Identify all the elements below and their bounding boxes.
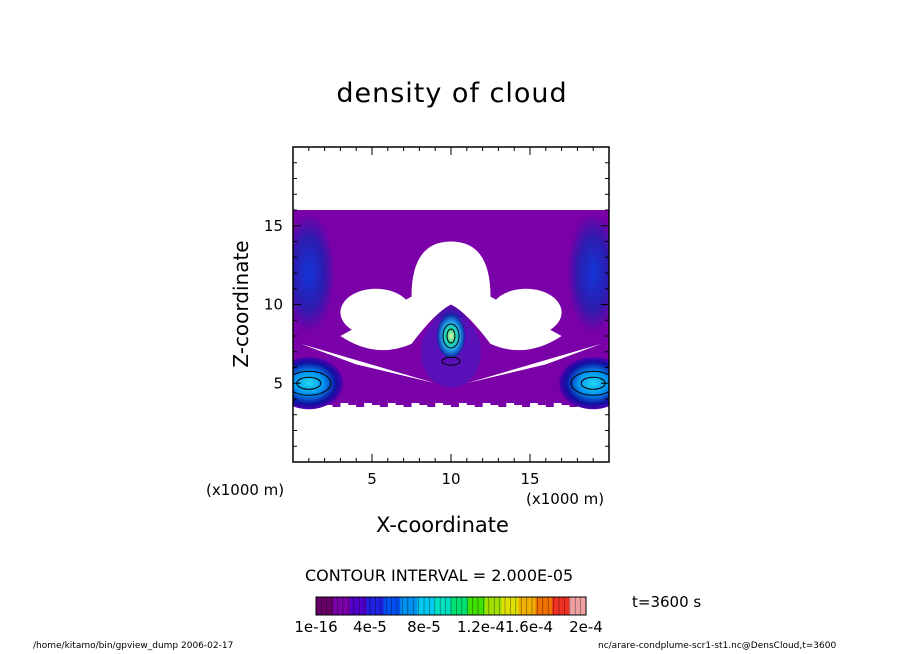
cloud-edge-cell [514, 397, 523, 405]
colorbar-swatch [451, 597, 469, 615]
time-label: t=3600 s [632, 593, 702, 611]
density-maximum [559, 357, 609, 410]
axis-ticks: 5 10 15 5 10 15 [264, 146, 610, 488]
colorbar-tick-label: 1e-16 [294, 618, 337, 636]
cloud-edge-cell [427, 397, 436, 407]
y-tick-label: 10 [264, 296, 283, 314]
contour-line [293, 370, 332, 396]
cloud-edge-cell [466, 397, 475, 405]
cloud-edge-cell [387, 397, 396, 403]
colorbar-swatch [518, 597, 536, 615]
colorbar-swatch [467, 597, 486, 615]
y-tick-label: 5 [273, 374, 283, 392]
colorbar-tick-label: 8e-5 [407, 618, 441, 636]
plot-area [293, 210, 609, 410]
cloud-edge-cell [553, 397, 562, 403]
x-tick-label: 5 [367, 470, 377, 488]
colorbar-swatch [417, 597, 435, 615]
colorbar-swatch [552, 597, 570, 615]
density-maximum [293, 357, 343, 410]
cloud-edge-cell [458, 397, 467, 403]
cloud-edge-cell [356, 397, 365, 407]
plume-core [437, 314, 465, 358]
cloud-edge-cell [411, 397, 420, 403]
cloud-edge-cell [364, 397, 373, 403]
colorbar-swatch [535, 597, 553, 615]
x-tick-label: 15 [520, 470, 539, 488]
cloud-edge-cell [498, 397, 507, 407]
cloud-free-region [340, 288, 412, 336]
cloud-edge-cell [403, 397, 412, 407]
cloud-edge-cell [474, 397, 483, 407]
cloud-edge-cell [419, 397, 428, 405]
cloud-edge-cell [482, 397, 491, 403]
colorbar-swatch [332, 597, 351, 615]
colorbar-swatch [569, 597, 587, 615]
footer-source: nc/arare-condplume-scr1-st1.nc@DensCloud… [598, 641, 837, 651]
x-axis-label: X-coordinate [376, 513, 509, 537]
contour-line [442, 323, 460, 349]
cloud-edge-cell [529, 397, 538, 403]
contour-interval-text: CONTOUR INTERVAL = 2.000E-05 [305, 566, 574, 585]
contour-line [570, 370, 609, 396]
cloud-edge-cell [371, 397, 380, 405]
contour-line [441, 356, 461, 366]
density-maximum [567, 213, 609, 333]
colorbar-tick-label: 2e-4 [569, 618, 603, 636]
density-maximum [293, 213, 335, 333]
footer-path-date: /home/kitamo/bin/gpview_dump 2006-02-17 [33, 641, 234, 651]
contour-line [446, 328, 456, 344]
x-tick-label: 10 [441, 470, 460, 488]
cloud-edge-cell [522, 397, 531, 407]
cloud-edge-cell [340, 397, 349, 403]
cloud-edge-cell [537, 397, 546, 405]
cloud-free-region [490, 288, 562, 336]
cloud-edge-cell [348, 397, 357, 405]
colorbar-tick-label: 1.2e-41.6e-4 [457, 618, 553, 636]
cloud-edge-cell [561, 397, 570, 405]
cloud-edge-cell [435, 397, 444, 403]
colorbar-swatch [400, 597, 418, 615]
cloud-edge-cell [395, 397, 404, 405]
colorbar-tick-label: 4e-5 [353, 618, 387, 636]
colorbar-swatch [434, 597, 452, 615]
x-unit-label-right: (x1000 m) [526, 490, 605, 508]
chart-title: density of cloud [336, 78, 568, 109]
y-tick-label: 15 [264, 217, 283, 235]
colorbar: 1e-16 4e-5 8e-5 1.2e-41.6e-4 2e-4 [294, 596, 603, 636]
colorbar-swatch [316, 597, 334, 615]
cloud-edge-cell [443, 397, 452, 405]
cloud-edge-cell [379, 397, 388, 407]
x-unit-label-left: (x1000 m) [206, 481, 285, 499]
cloud-edge-cell [545, 397, 554, 407]
cloud-edge-cell [332, 397, 341, 407]
cloud-edge-cell [506, 397, 515, 403]
cloud-free-region [466, 343, 602, 384]
cloud-edge-cell [450, 397, 459, 407]
colorbar-swatch [383, 597, 401, 615]
colorbar-frame [315, 596, 587, 616]
cloud-free-region [300, 343, 436, 384]
cloud-edge-cell [490, 397, 499, 405]
